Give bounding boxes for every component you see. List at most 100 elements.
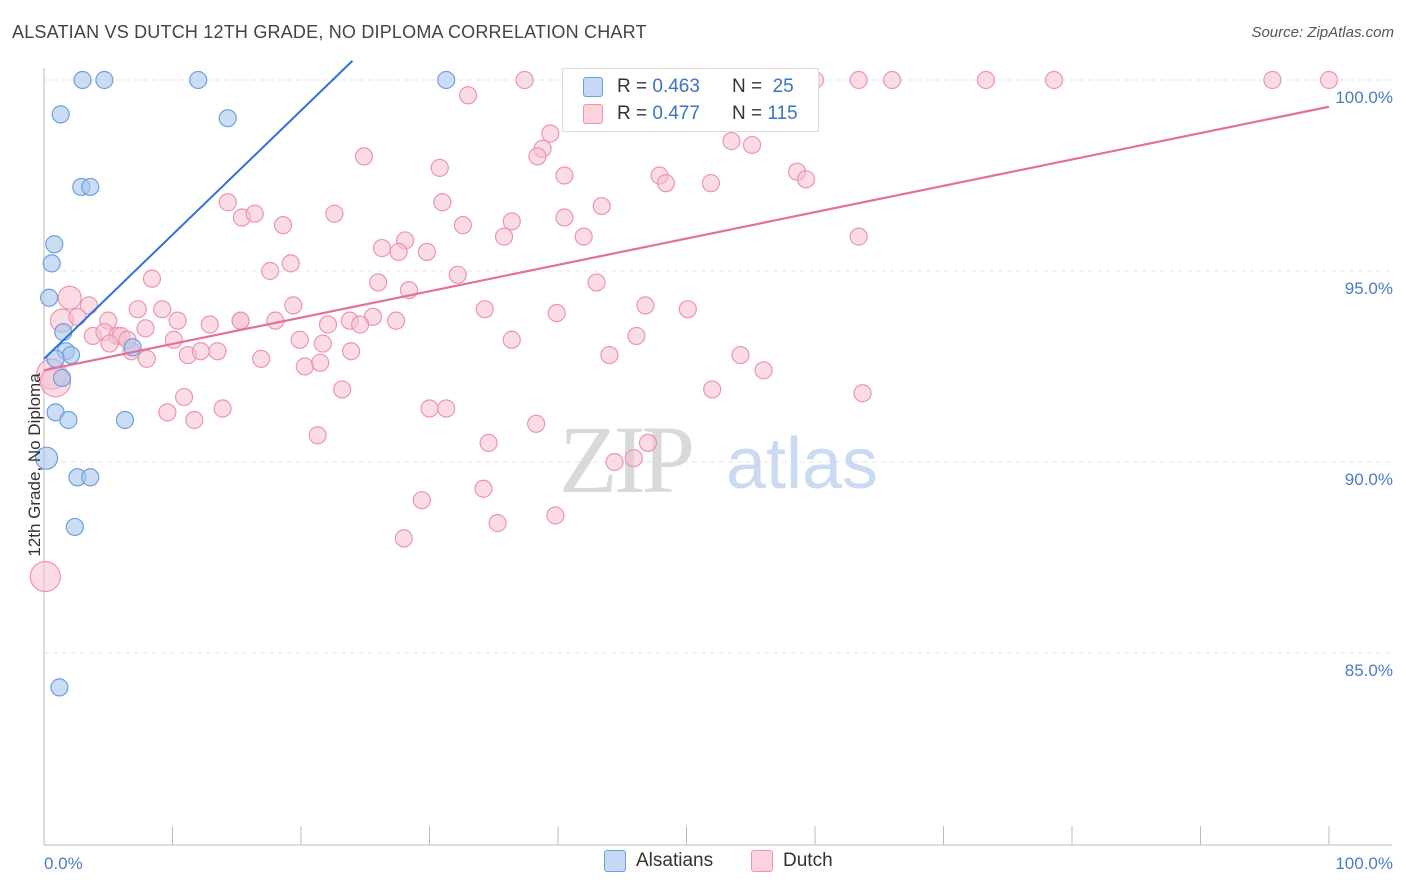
legend-r-label: R = [617, 103, 648, 124]
dutch-point [1319, 70, 1339, 90]
dutch-point [701, 174, 721, 193]
alsatian-point [54, 323, 73, 342]
dutch-point [849, 227, 868, 246]
dutch-point [372, 238, 392, 258]
dutch-point [142, 269, 162, 288]
gridlines [44, 79, 1392, 654]
dutch-point [351, 315, 370, 334]
dutch-trend-line [43, 105, 1330, 372]
dutch-point [605, 452, 624, 472]
legend-r-label: R = [617, 76, 648, 97]
alsatian-point [437, 70, 456, 90]
dutch-point [882, 70, 902, 90]
y-tick-label: 90.0% [1345, 470, 1393, 489]
dutch-point [494, 227, 514, 246]
dutch-point [853, 384, 872, 403]
alsatian-swatch [604, 850, 626, 872]
dutch-point [200, 315, 219, 334]
source-label: Source: ZipAtlas.com [1251, 24, 1394, 41]
alsatian-point [40, 288, 59, 307]
alsatian-point [189, 70, 208, 90]
dutch-point [555, 208, 574, 227]
dutch-point [638, 433, 658, 452]
dutch-point [369, 273, 388, 292]
dutch-point [191, 342, 210, 361]
alsatian-point [42, 254, 61, 273]
dutch-point [430, 158, 449, 177]
dutch-point [174, 387, 194, 407]
alsatian-point [34, 446, 59, 470]
trend-lines [43, 60, 1330, 372]
dutch-point [849, 70, 868, 90]
dutch-point [333, 380, 352, 399]
dutch-point [547, 303, 566, 323]
dutch-point [386, 311, 406, 330]
y-axis-label: 12th Grade, No Diploma [25, 373, 44, 557]
alsatian-point [81, 468, 100, 487]
dutch-point [57, 285, 82, 310]
dutch-point [546, 506, 565, 525]
dutch-point [128, 300, 147, 319]
dutch-point [168, 311, 187, 330]
y-tick-label: 100.0% [1335, 88, 1393, 107]
stats-legend: R = 0.463 N = 25 R = 0.477 N = 115 [562, 68, 819, 132]
dutch-point [656, 174, 676, 193]
legend-item-alsatians[interactable]: Alsatians [604, 850, 713, 872]
x-tick-label: 0.0% [44, 854, 83, 873]
dutch-point [636, 296, 655, 315]
legend-label-alsatians: Alsatians [636, 850, 714, 871]
dutch-point [1044, 70, 1064, 90]
dutch-point [261, 261, 280, 281]
dutch-point [502, 330, 521, 349]
dutch-point [742, 135, 762, 155]
dutch-point [528, 147, 547, 166]
dutch-point [479, 433, 498, 452]
dutch-point [185, 410, 204, 430]
tick-labels: 85.0% 90.0% 95.0% 100.0% 0.0% 100.0% [44, 88, 1393, 873]
legend-label-dutch: Dutch [783, 850, 833, 871]
dutch-point [290, 330, 309, 349]
dutch-point [437, 399, 456, 418]
alsatian-point [115, 410, 135, 430]
dutch-point [245, 204, 264, 223]
dutch-point [308, 426, 327, 445]
dutch-point [600, 345, 619, 365]
legend-n-value: 25 [772, 76, 794, 97]
dutch-point [29, 560, 61, 593]
dutch-point [394, 529, 413, 548]
alsatian-point [45, 235, 64, 254]
dutch-point [433, 193, 452, 212]
legend-item-dutch[interactable]: Dutch [751, 850, 833, 872]
dutch-point [79, 296, 99, 315]
y-tick-label: 85.0% [1345, 661, 1393, 680]
dutch-point [624, 449, 643, 468]
legend-n-label: N = [731, 76, 763, 97]
dutch-point [475, 300, 494, 319]
legend-r-value: 0.477 [652, 103, 700, 124]
dutch-point [796, 170, 816, 189]
alsatian-swatch [583, 77, 603, 97]
dutch-point [231, 311, 250, 330]
alsatian-point [218, 109, 237, 128]
alsatian-points [34, 70, 456, 697]
dutch-point [458, 86, 478, 105]
alsatian-point [52, 368, 72, 388]
dutch-point [678, 300, 697, 319]
chart-title: ALSATIAN VS DUTCH 12TH GRADE, NO DIPLOMA… [12, 22, 647, 42]
dutch-point [153, 300, 172, 319]
dutch-point [488, 514, 507, 533]
dutch-points [29, 70, 1339, 593]
legend-row-alsatians: R = 0.463 N = 25 [583, 74, 794, 100]
dutch-point [273, 216, 293, 235]
dutch-point [420, 399, 439, 418]
dutch-point [1263, 70, 1282, 90]
dutch-point [417, 242, 437, 261]
alsatian-point [73, 70, 92, 90]
legend-n-value: 115 [767, 103, 798, 124]
dutch-point [213, 399, 232, 418]
alsatian-point [61, 345, 81, 365]
dutch-point [354, 147, 374, 166]
dutch-point [158, 403, 177, 422]
legend-n-label: N = [731, 103, 763, 124]
